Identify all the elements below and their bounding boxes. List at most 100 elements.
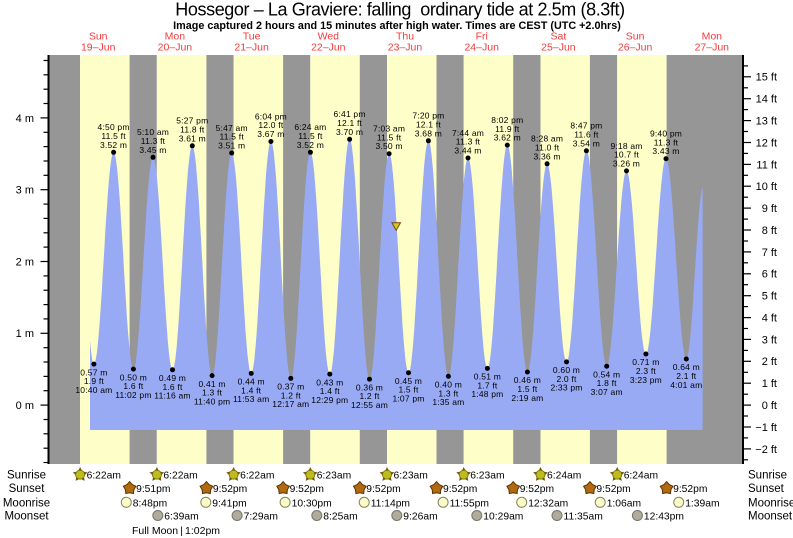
svg-text:0.45 m: 0.45 m — [395, 376, 422, 386]
svg-text:3:07 am: 3:07 am — [591, 387, 623, 397]
svg-text:11.0 ft: 11.0 ft — [535, 143, 560, 153]
svg-text:5 ft: 5 ft — [762, 291, 777, 303]
svg-text:22–Jun: 22–Jun — [311, 42, 346, 54]
svg-text:Sun: Sun — [89, 31, 108, 43]
svg-text:27–Jun: 27–Jun — [695, 42, 730, 54]
svg-text:11.8 ft: 11.8 ft — [180, 125, 205, 135]
svg-text:0.40 m: 0.40 m — [435, 380, 462, 390]
svg-text:12.1 ft: 12.1 ft — [416, 120, 441, 130]
svg-text:9:51pm: 9:51pm — [136, 484, 170, 495]
svg-text:8:25am: 8:25am — [323, 512, 357, 523]
svg-text:9:52pm: 9:52pm — [673, 484, 707, 495]
svg-text:3 ft: 3 ft — [762, 334, 777, 346]
svg-text:Moonset: Moonset — [4, 511, 49, 523]
svg-text:14 ft: 14 ft — [756, 94, 777, 106]
svg-text:11.5 ft: 11.5 ft — [219, 132, 244, 142]
svg-text:1.8 ft: 1.8 ft — [597, 378, 618, 388]
svg-text:Sunrise: Sunrise — [7, 470, 46, 482]
svg-text:2 ft: 2 ft — [762, 356, 777, 368]
svg-text:0.60 m: 0.60 m — [553, 365, 580, 375]
svg-text:0.64 m: 0.64 m — [673, 362, 700, 372]
svg-text:7 ft: 7 ft — [762, 247, 777, 259]
svg-text:1.4 ft: 1.4 ft — [241, 385, 262, 395]
svg-text:0.36 m: 0.36 m — [356, 382, 383, 392]
svg-text:10:40 am: 10:40 am — [75, 385, 112, 395]
svg-text:3.36 m: 3.36 m — [534, 151, 561, 161]
svg-text:8:28 am: 8:28 am — [531, 134, 563, 144]
svg-text:11.3 ft: 11.3 ft — [141, 136, 166, 146]
svg-text:−1 ft: −1 ft — [755, 422, 777, 434]
svg-text:11:53 am: 11:53 am — [233, 394, 269, 404]
svg-text:1 ft: 1 ft — [762, 378, 777, 390]
svg-text:8:47 pm: 8:47 pm — [570, 121, 602, 131]
svg-text:11:55pm: 11:55pm — [450, 498, 489, 509]
svg-text:11:16 am: 11:16 am — [154, 391, 190, 401]
svg-text:0.41 m: 0.41 m — [199, 379, 226, 389]
svg-text:19–Jun: 19–Jun — [81, 42, 116, 54]
svg-text:8:48pm: 8:48pm — [133, 498, 167, 509]
svg-text:20–Jun: 20–Jun — [158, 42, 193, 54]
svg-text:6:22am: 6:22am — [240, 471, 274, 482]
svg-text:10:30pm: 10:30pm — [292, 498, 332, 509]
svg-text:1 m: 1 m — [16, 328, 34, 340]
svg-text:10 ft: 10 ft — [756, 181, 777, 193]
svg-text:21–Jun: 21–Jun — [234, 42, 269, 54]
svg-text:9 ft: 9 ft — [762, 203, 777, 215]
svg-text:0.46 m: 0.46 m — [514, 375, 541, 385]
svg-text:23–Jun: 23–Jun — [388, 42, 423, 54]
svg-text:Wed: Wed — [318, 31, 340, 43]
svg-text:3.52 m: 3.52 m — [297, 140, 324, 150]
svg-text:1.6 ft: 1.6 ft — [162, 382, 183, 392]
svg-text:Fri: Fri — [476, 31, 488, 43]
svg-text:3.68 m: 3.68 m — [415, 128, 442, 138]
svg-text:1.5 ft: 1.5 ft — [517, 384, 538, 394]
svg-text:3.67 m: 3.67 m — [257, 129, 284, 139]
svg-text:4 m: 4 m — [16, 113, 34, 125]
svg-text:12 ft: 12 ft — [756, 137, 777, 149]
svg-text:11 ft: 11 ft — [756, 159, 777, 171]
svg-text:11:35am: 11:35am — [564, 512, 603, 523]
svg-text:1.3 ft: 1.3 ft — [202, 388, 223, 398]
svg-text:12:55 am: 12:55 am — [351, 400, 388, 410]
svg-text:0.37 m: 0.37 m — [277, 382, 304, 392]
svg-text:6:22am: 6:22am — [163, 471, 197, 482]
svg-text:Thu: Thu — [396, 31, 414, 43]
svg-text:1.9 ft: 1.9 ft — [84, 376, 105, 386]
svg-text:Moonset: Moonset — [748, 511, 793, 523]
svg-text:6:24am: 6:24am — [624, 471, 658, 482]
svg-text:3.44 m: 3.44 m — [454, 146, 481, 156]
svg-text:Full Moon | 1:02pm: Full Moon | 1:02pm — [132, 525, 220, 537]
svg-text:10.7 ft: 10.7 ft — [614, 150, 639, 160]
svg-text:11.3 ft: 11.3 ft — [456, 137, 481, 147]
svg-text:2.0 ft: 2.0 ft — [556, 374, 577, 384]
svg-text:0.54 m: 0.54 m — [593, 369, 620, 379]
svg-text:0.49 m: 0.49 m — [159, 373, 186, 383]
svg-text:3 m: 3 m — [16, 185, 34, 197]
svg-text:Sat: Sat — [551, 31, 567, 43]
svg-text:6:41 pm: 6:41 pm — [334, 109, 366, 119]
svg-text:11.6 ft: 11.6 ft — [574, 130, 599, 140]
svg-text:11.5 ft: 11.5 ft — [298, 131, 323, 141]
svg-text:15 ft: 15 ft — [756, 72, 777, 84]
svg-text:6 ft: 6 ft — [762, 269, 777, 281]
svg-text:11:40 pm: 11:40 pm — [194, 396, 230, 406]
svg-text:3.45 m: 3.45 m — [139, 145, 166, 155]
svg-text:6:39am: 6:39am — [164, 512, 198, 523]
svg-text:11:02 pm: 11:02 pm — [115, 390, 151, 400]
svg-text:11.5 ft: 11.5 ft — [101, 131, 126, 141]
svg-text:12:32am: 12:32am — [528, 498, 568, 509]
svg-text:0.57 m: 0.57 m — [80, 367, 107, 377]
svg-text:2.1 ft: 2.1 ft — [676, 371, 697, 381]
svg-text:12.0 ft: 12.0 ft — [258, 120, 283, 130]
svg-text:1.6 ft: 1.6 ft — [123, 381, 144, 391]
svg-text:0.51 m: 0.51 m — [474, 372, 501, 382]
svg-text:Sun: Sun — [626, 31, 645, 43]
svg-text:Moonrise: Moonrise — [3, 497, 50, 509]
svg-text:9:40 pm: 9:40 pm — [650, 129, 682, 139]
svg-text:3.54 m: 3.54 m — [573, 138, 600, 148]
svg-text:7:29am: 7:29am — [244, 512, 278, 523]
svg-text:5:27 pm: 5:27 pm — [176, 116, 208, 126]
svg-text:3.62 m: 3.62 m — [494, 133, 521, 143]
svg-text:8:02 pm: 8:02 pm — [491, 115, 523, 125]
svg-text:9:52pm: 9:52pm — [366, 484, 400, 495]
